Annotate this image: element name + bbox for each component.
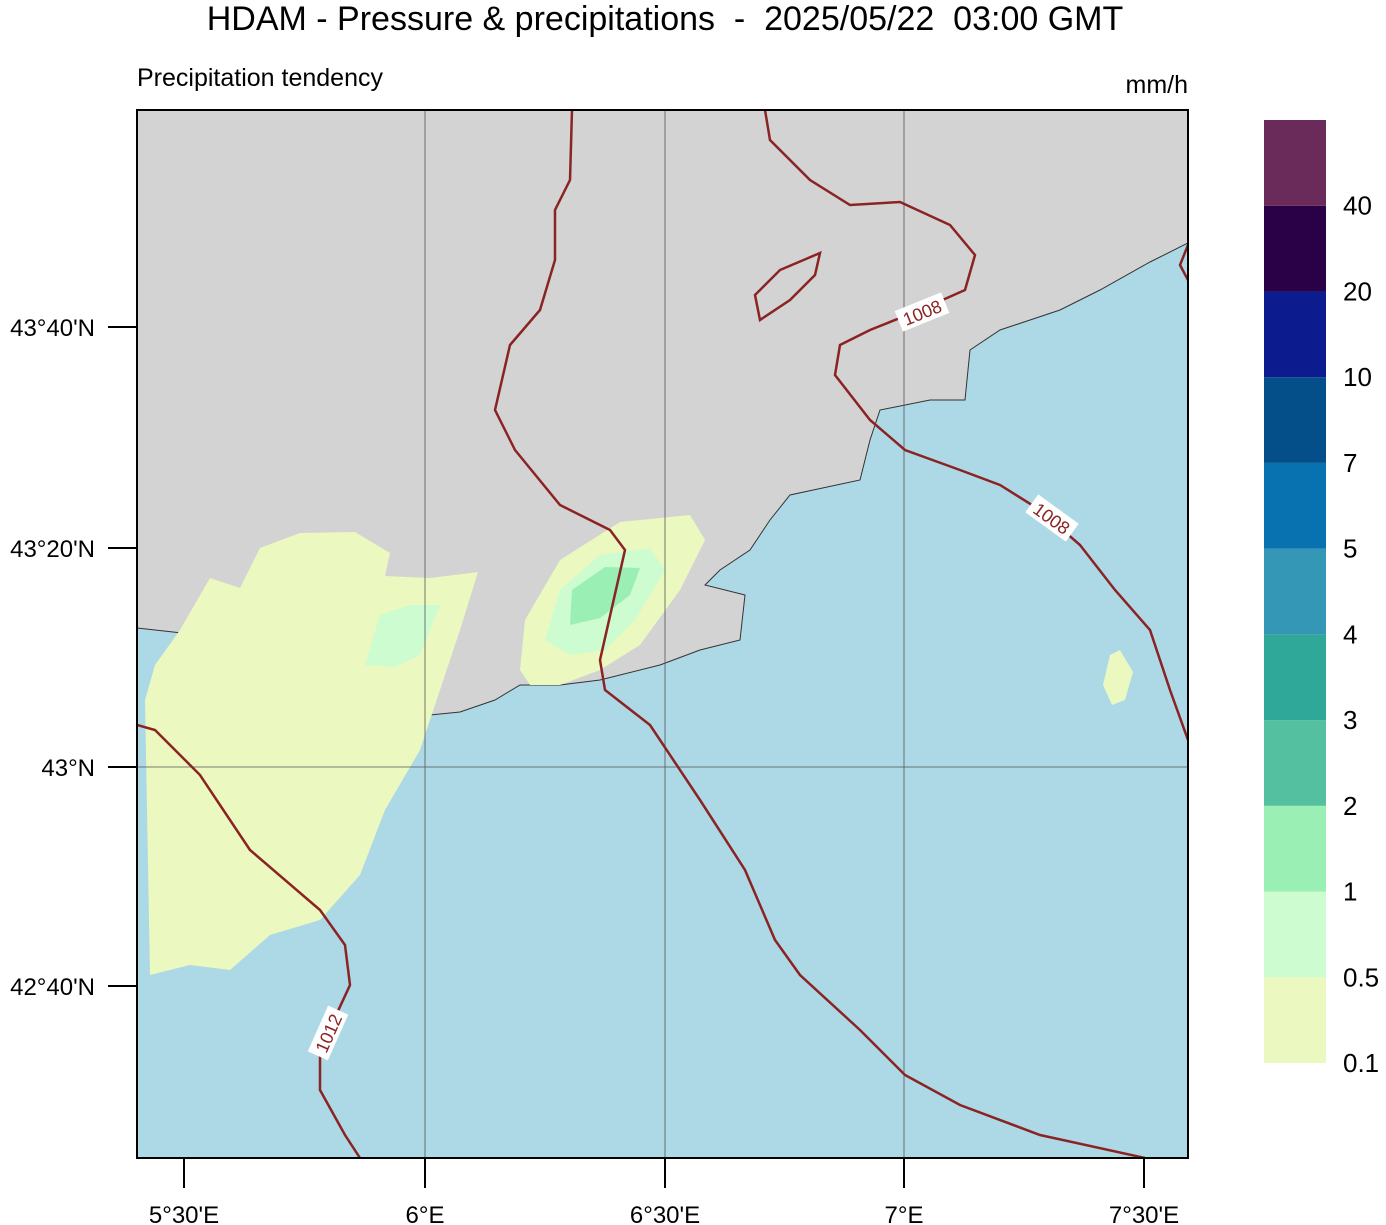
- lon-label: 5°30'E: [149, 1202, 219, 1225]
- lon-label: 6°E: [406, 1202, 445, 1225]
- isobar-label-bg: [307, 1005, 349, 1061]
- unit: mm/h: [1126, 71, 1189, 99]
- colorbar-label: 1: [1343, 877, 1357, 907]
- colorbar-label: 10: [1343, 362, 1372, 392]
- isobar: [1178, 244, 1188, 281]
- colorbar-label: 20: [1343, 276, 1372, 306]
- colorbar-label: 3: [1343, 705, 1357, 735]
- colorbar-label: 40: [1343, 191, 1372, 221]
- colorbar-box: [1264, 120, 1326, 206]
- lat-label: 43°20'N: [10, 536, 95, 563]
- colorbar-box: [1264, 891, 1326, 978]
- isobar: [753, 250, 822, 323]
- colorbar-label: 5: [1343, 534, 1357, 564]
- precip-area: [365, 605, 440, 667]
- colorbar-label: 0.1: [1343, 1048, 1379, 1078]
- colorbar-box: [1264, 720, 1326, 806]
- colorbar-label: 7: [1343, 448, 1357, 478]
- lat-label: 43°40'N: [10, 315, 95, 342]
- colorbar-box: [1264, 977, 1326, 1063]
- lat-label: 43°N: [41, 755, 95, 782]
- isobar: [137, 723, 362, 1158]
- graticule: [137, 110, 1188, 1158]
- lat-label: 42°40'N: [10, 974, 95, 1001]
- colorbar-box: [1264, 377, 1326, 463]
- colorbar-box: [1264, 548, 1326, 635]
- precip-area: [1103, 650, 1133, 705]
- colorbar-box: [1264, 805, 1326, 892]
- isobar-label-bg: [1025, 494, 1079, 542]
- lon-label: 6°30'E: [630, 1202, 700, 1225]
- isobar: [763, 110, 1188, 741]
- colorbar-label: 2: [1343, 791, 1357, 821]
- precip-area: [570, 567, 640, 625]
- map-frame: [136, 109, 1189, 1159]
- colorbar-box: [1264, 291, 1326, 378]
- colorbar-label: 0.5: [1343, 962, 1379, 992]
- map-area: [137, 110, 1188, 1158]
- subtitle: Precipitation tendency: [137, 64, 383, 92]
- colorbar-box: [1264, 634, 1326, 721]
- lon-label: 7°E: [885, 1202, 924, 1225]
- colorbar-label: 4: [1343, 619, 1357, 649]
- colorbar-box: [1264, 205, 1326, 292]
- title: HDAM - Pressure & precipitations - 2025/…: [207, 0, 1124, 38]
- colorbar-box: [1264, 462, 1326, 549]
- lon-label: 7°30'E: [1109, 1202, 1179, 1225]
- isobar-label-bg: [894, 292, 950, 332]
- isobar: [493, 110, 1146, 1158]
